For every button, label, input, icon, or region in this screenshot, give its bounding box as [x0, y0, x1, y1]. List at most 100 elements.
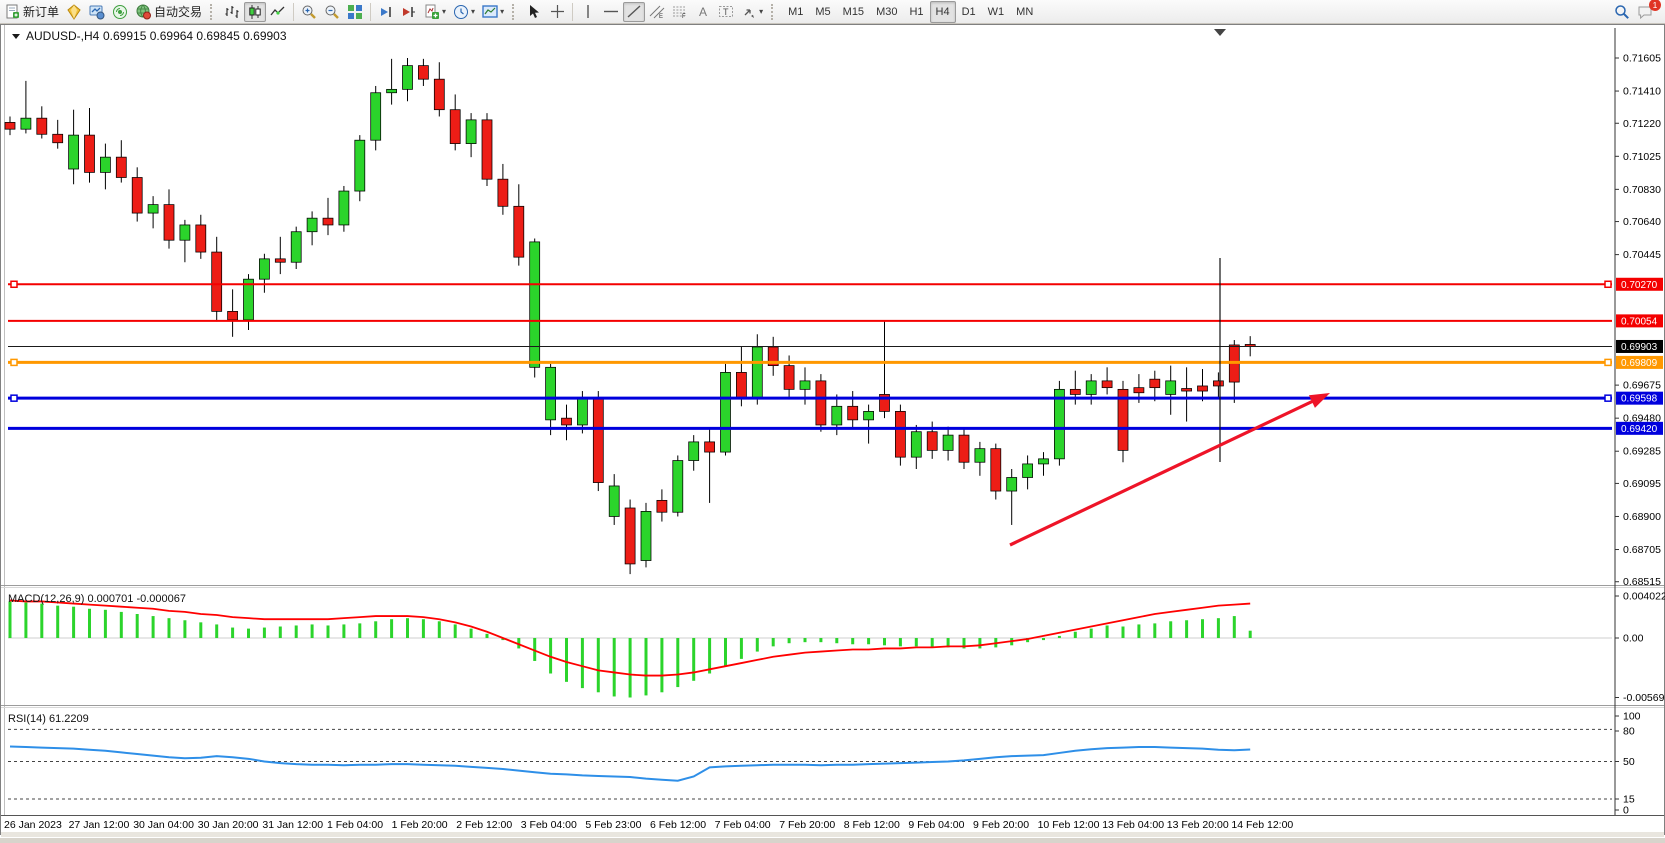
chart-canvas[interactable]: AUDUSD-,H4 0.69915 0.69964 0.69845 0.699… [0, 24, 1665, 838]
bear-candle-body [131, 177, 143, 214]
timeframe-button-mn[interactable]: MN [1016, 5, 1034, 18]
vertical-line-tool-button[interactable] [577, 2, 599, 22]
timeframe-button-m5[interactable]: M5 [815, 5, 831, 18]
line-handle[interactable] [10, 358, 18, 367]
timeframe-button-h1[interactable]: H1 [909, 5, 924, 18]
macd-pane[interactable] [1, 585, 1664, 698]
horizontal-lines-layer[interactable] [8, 280, 1612, 430]
cursor-tool-button[interactable] [523, 2, 545, 22]
toolbar-grip [210, 3, 217, 20]
templates-button[interactable]: ▾ [479, 2, 507, 22]
price-axis[interactable]: 0.71605 0.71410 0.71220 0.71025 0.70830 0.706… [1614, 28, 1665, 817]
tile-windows-button[interactable] [344, 2, 366, 22]
channel-tool-button[interactable]: E [646, 2, 668, 22]
clock-icon [454, 4, 469, 19]
time-axis[interactable]: 26 Jan 2023 27 Jan 12:00 30 Jan 04:00 30 Ja… [4, 819, 1293, 831]
price-pane[interactable] [4, 29, 1256, 575]
line-chart-button[interactable] [267, 2, 289, 22]
bear-candle-body [163, 204, 175, 241]
macd-label-group: MACD(12,26,9) 0.000701 -0.000067 [8, 593, 186, 605]
chart-shift-button[interactable] [398, 2, 420, 22]
crosshair-tool-button[interactable] [546, 2, 568, 22]
bear-candle-body [767, 346, 779, 366]
candle [1054, 380, 1065, 466]
market-watch-button[interactable] [86, 2, 108, 22]
timeframe-button-m30[interactable]: M30 [876, 5, 898, 18]
bull-candle-body [1022, 463, 1033, 478]
line-handle[interactable] [10, 280, 18, 289]
bear-candle-body [1181, 388, 1192, 392]
bear-candle-body [227, 311, 238, 321]
candle [1181, 367, 1192, 422]
zoom-in-button[interactable] [298, 2, 320, 22]
periods-button[interactable]: ▾ [450, 2, 478, 22]
trend-arrow-head[interactable] [1308, 393, 1330, 408]
rsi-pane[interactable] [1, 705, 1664, 816]
indicators-button[interactable]: ▾ [421, 2, 449, 22]
search-button[interactable] [1611, 2, 1633, 22]
candlestick-icon [249, 4, 261, 19]
candle [656, 489, 668, 522]
bull-candle-body [529, 241, 541, 368]
timeframe-button-w1[interactable]: W1 [987, 5, 1005, 18]
auto-scroll-button[interactable] [375, 2, 397, 22]
bear-candle-body [1213, 380, 1224, 387]
line-handle[interactable] [10, 394, 18, 402]
bull-candle-body [306, 217, 318, 233]
timeframe-button-m15[interactable]: M15 [842, 5, 865, 18]
search-icon [1615, 4, 1629, 19]
candle [720, 363, 731, 456]
bull-candle-body [370, 92, 382, 141]
new-order-button[interactable]: 新订单 [2, 2, 62, 22]
zoom-out-icon [325, 5, 339, 19]
chart-shift-marker-icon[interactable] [1214, 29, 1226, 36]
price-tick-label: 0.69480 [1623, 413, 1661, 425]
candle [592, 391, 604, 492]
bear-candle-body [497, 178, 509, 207]
candle [1149, 370, 1161, 402]
candle [1022, 455, 1033, 490]
toolbar-grip [771, 3, 778, 20]
bear-candle-body [4, 122, 16, 130]
time-tick-label: 27 Jan 12:00 [69, 819, 130, 831]
toolbar-separator [370, 2, 372, 21]
candle [529, 238, 541, 378]
text-label-tool-button[interactable]: T [715, 2, 737, 22]
price-tick-label: 0.70445 [1623, 249, 1661, 261]
trendline-tool-button[interactable] [623, 1, 646, 22]
symbol-dropdown-icon[interactable] [12, 34, 20, 39]
chart-window-button[interactable] [63, 2, 85, 22]
bear-candle-body [52, 133, 64, 144]
bear-candle-body [418, 65, 429, 80]
chart-window[interactable]: AUDUSD-,H4 0.69915 0.69964 0.69845 0.699… [0, 24, 1665, 838]
candle [131, 167, 143, 222]
notifications-button[interactable]: 1 [1634, 0, 1661, 22]
candlestick-chart-button[interactable] [244, 1, 267, 22]
signals-button[interactable] [109, 2, 131, 22]
fibonacci-tool-button[interactable]: F [669, 2, 691, 22]
candle [942, 426, 954, 461]
candle [990, 443, 1002, 500]
trend-arrow-line[interactable] [1009, 395, 1322, 547]
bar-chart-button[interactable] [221, 2, 243, 22]
bear-candle-body [481, 119, 493, 180]
bull-candle-body [1165, 380, 1177, 395]
line-handle[interactable] [1604, 358, 1612, 367]
time-tick-label: 1 Feb 04:00 [327, 819, 383, 831]
candle [195, 214, 207, 259]
signals-icon [113, 4, 128, 19]
arrows-tool-button[interactable]: ▾ [738, 2, 766, 22]
zoom-out-button[interactable] [321, 2, 343, 22]
line-handle[interactable] [1604, 280, 1612, 289]
template-icon [482, 4, 498, 18]
price-label-text: 0.70270 [1621, 280, 1658, 291]
timeframe-button-m1[interactable]: M1 [788, 5, 804, 18]
price-tick-label: 0.71220 [1623, 118, 1661, 130]
timeframe-button-h4[interactable]: H4 [929, 0, 956, 23]
timeframe-button-d1[interactable]: D1 [961, 5, 976, 18]
auto-trading-button[interactable]: 自动交易 [132, 2, 205, 22]
horizontal-line-tool-button[interactable] [600, 2, 622, 22]
drawing-objects-layer[interactable] [1009, 258, 1330, 547]
line-handle[interactable] [1604, 394, 1612, 402]
text-tool-button[interactable]: A [692, 2, 714, 22]
